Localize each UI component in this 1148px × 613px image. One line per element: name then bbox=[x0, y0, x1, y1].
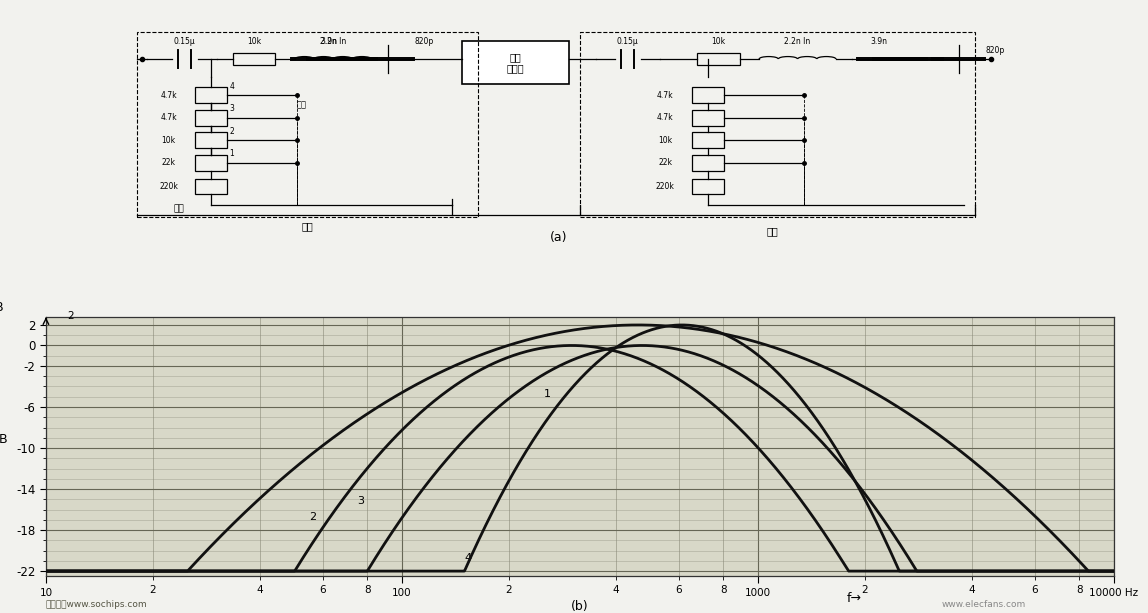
Bar bbox=[195, 155, 227, 170]
Text: 10k: 10k bbox=[658, 135, 673, 145]
Bar bbox=[137, 32, 479, 217]
Bar bbox=[692, 155, 724, 170]
Bar bbox=[233, 53, 276, 64]
Text: 2: 2 bbox=[310, 512, 317, 522]
Text: (b): (b) bbox=[571, 600, 589, 613]
Text: 3: 3 bbox=[230, 104, 234, 113]
Bar bbox=[195, 132, 227, 148]
Y-axis label: dB: dB bbox=[0, 433, 8, 446]
Text: 高频: 高频 bbox=[766, 226, 778, 236]
Text: 1: 1 bbox=[543, 389, 550, 398]
Text: 3.9n: 3.9n bbox=[320, 37, 338, 47]
Text: 2.2n ln: 2.2n ln bbox=[784, 37, 810, 47]
Text: 22k: 22k bbox=[162, 158, 176, 167]
Text: 输入: 输入 bbox=[174, 204, 185, 213]
Text: 220k: 220k bbox=[656, 182, 675, 191]
Text: 2: 2 bbox=[68, 311, 75, 321]
Bar bbox=[463, 41, 569, 84]
Text: 4: 4 bbox=[230, 82, 234, 91]
Text: 放大器: 放大器 bbox=[507, 63, 525, 73]
Text: 4.7k: 4.7k bbox=[161, 113, 177, 122]
Text: www.elecfans.com: www.elecfans.com bbox=[941, 600, 1025, 609]
Bar bbox=[692, 110, 724, 126]
Bar bbox=[692, 178, 724, 194]
Text: 低频: 低频 bbox=[302, 221, 313, 231]
Text: 4.7k: 4.7k bbox=[657, 91, 674, 99]
Text: 10k: 10k bbox=[712, 37, 726, 47]
Text: 220k: 220k bbox=[160, 182, 178, 191]
Text: 820p: 820p bbox=[985, 46, 1004, 55]
Text: 3.9n: 3.9n bbox=[870, 37, 887, 47]
Text: 0.15μ: 0.15μ bbox=[616, 37, 638, 47]
Text: 22k: 22k bbox=[658, 158, 672, 167]
Bar bbox=[195, 87, 227, 103]
Text: 1: 1 bbox=[230, 150, 234, 159]
Bar bbox=[195, 178, 227, 194]
Text: 4.7k: 4.7k bbox=[657, 113, 674, 122]
Text: 懒得图冋www.sochips.com: 懒得图冋www.sochips.com bbox=[46, 600, 148, 609]
Text: 2.2n ln: 2.2n ln bbox=[320, 37, 347, 47]
Text: 输出: 输出 bbox=[297, 101, 307, 110]
Text: 10k: 10k bbox=[162, 135, 176, 145]
Bar bbox=[580, 32, 975, 217]
Text: f→: f→ bbox=[846, 592, 862, 605]
Text: 隔离: 隔离 bbox=[510, 51, 521, 62]
Text: (a): (a) bbox=[550, 230, 567, 243]
Text: 3: 3 bbox=[357, 497, 364, 506]
Text: 820p: 820p bbox=[414, 37, 434, 47]
Text: dB: dB bbox=[0, 301, 3, 314]
Bar bbox=[195, 110, 227, 126]
Text: 4.7k: 4.7k bbox=[161, 91, 177, 99]
Bar bbox=[692, 87, 724, 103]
Text: 4: 4 bbox=[465, 553, 472, 563]
Text: 2: 2 bbox=[230, 127, 234, 136]
Bar bbox=[692, 132, 724, 148]
Bar bbox=[697, 53, 739, 64]
Text: 10k: 10k bbox=[247, 37, 262, 47]
Text: 0.15μ: 0.15μ bbox=[173, 37, 195, 47]
